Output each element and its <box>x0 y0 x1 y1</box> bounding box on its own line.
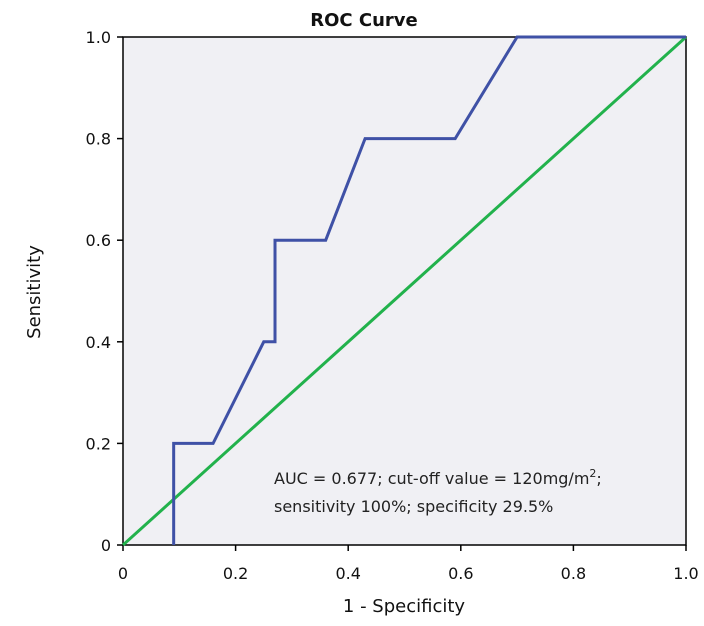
x-axis: 0 0.2 0.4 0.6 0.8 1.0 <box>118 545 699 583</box>
x-tick-label: 0 <box>118 564 128 583</box>
reference-diagonal-line <box>121 35 688 547</box>
annotation-line-1: AUC = 0.677; cut-off value = 120mg/m2; <box>274 467 602 488</box>
x-tick-label: 0.6 <box>448 564 473 583</box>
x-tick-label: 0.2 <box>223 564 248 583</box>
annotation-line-2: sensitivity 100%; specificity 29.5% <box>274 497 553 516</box>
x-tick-label: 0.8 <box>561 564 586 583</box>
series-layer <box>121 35 688 547</box>
x-tick-label: 0.4 <box>335 564 360 583</box>
y-tick-label: 0.6 <box>86 231 111 250</box>
y-tick-label: 0.8 <box>86 130 111 149</box>
x-tick-label: 1.0 <box>673 564 698 583</box>
roc-curve-line <box>172 35 686 545</box>
y-axis: 0 0.2 0.4 0.6 0.8 1.0 <box>86 28 123 555</box>
y-tick-label: 0 <box>101 536 111 555</box>
y-tick-label: 0.4 <box>86 333 111 352</box>
chart-title: ROC Curve <box>310 10 417 31</box>
y-tick-label: 1.0 <box>86 28 111 47</box>
y-tick-label: 0.2 <box>86 434 111 453</box>
x-axis-label: 1 - Specificity <box>343 596 466 617</box>
y-axis-label: Sensitivity <box>24 245 45 339</box>
